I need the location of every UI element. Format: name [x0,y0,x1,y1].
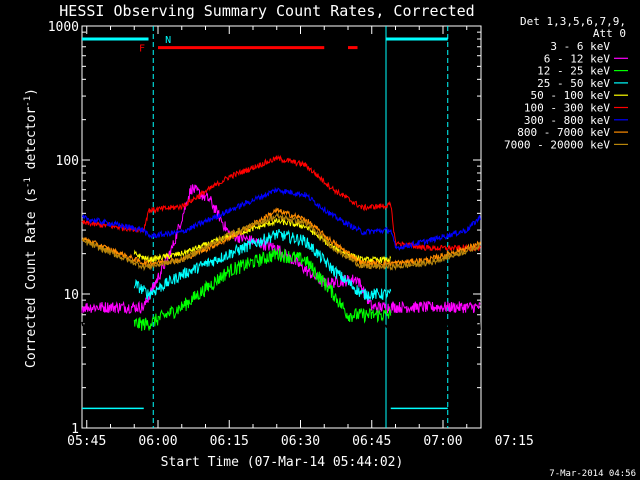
legend-entry-label: 50 - 100 keV [531,89,611,102]
plot-area: 1 10 100 1000 05:45 06:00 06:15 06:30 06:45 07:00… [48,20,534,449]
y-axis-label-exponent-2: -1 [23,96,33,107]
y-tick-label: 1000 [48,20,79,35]
x-tick-label: 07:00 [423,434,462,449]
legend-entry-label: 12 - 25 keV [537,65,610,78]
y-axis-label-part-1: Corrected Count Rate (s [24,188,39,368]
legend-entry-label: 25 - 50 keV [537,77,610,90]
x-axis-label: Start Time (07-Mar-14 05:44:02) [161,455,404,470]
y-tick-label: 100 [56,154,79,169]
y-axis-label: Corrected Count Rate (s-1 detector-1) [23,88,39,368]
night-flag-label: N [165,35,171,46]
series-line-9 [81,212,481,272]
y-tick-label: 1 [71,422,79,437]
legend-entry-label: 3 - 6 keV [550,40,610,53]
x-tick-label: 07:15 [495,434,534,449]
legend-entry-label: 7000 - 20000 keV [504,138,610,151]
y-axis-label-part-2: detector [24,107,39,178]
legend-entry-label: 6 - 12 keV [544,52,611,65]
legend-entry-label: 800 - 7000 keV [517,126,610,139]
y-axis-label-exponent-1: -1 [23,177,33,188]
x-tick-label: 06:45 [352,434,391,449]
plot-frame [81,25,482,429]
legend-header-line-1: Det 1,3,5,6,7,9, [520,15,626,28]
flare-flag-label: F [139,44,145,55]
series-line-6 [81,154,481,252]
series-line-7 [82,186,481,251]
chart-title: HESSI Observing Summary Count Rates, Cor… [59,2,474,20]
y-axis-label-part-3: ) [24,88,39,96]
y-tick-label: 10 [63,288,79,303]
legend-header-line-2: Att 0 [593,27,626,40]
legend-entry-label: 300 - 800 keV [524,114,610,127]
legend-entry-label: 100 - 300 keV [524,102,610,115]
series-line-3 [133,248,392,331]
x-tick-label: 06:30 [281,434,320,449]
series-line-4 [133,228,392,302]
x-tick-label: 06:00 [138,434,177,449]
x-tick-label: 05:45 [67,434,106,449]
timestamp-footer: 7-Mar-2014 04:56 [549,469,636,479]
series-line-5 [133,217,392,265]
series-line-2 [81,184,481,315]
x-tick-label: 06:15 [210,434,249,449]
